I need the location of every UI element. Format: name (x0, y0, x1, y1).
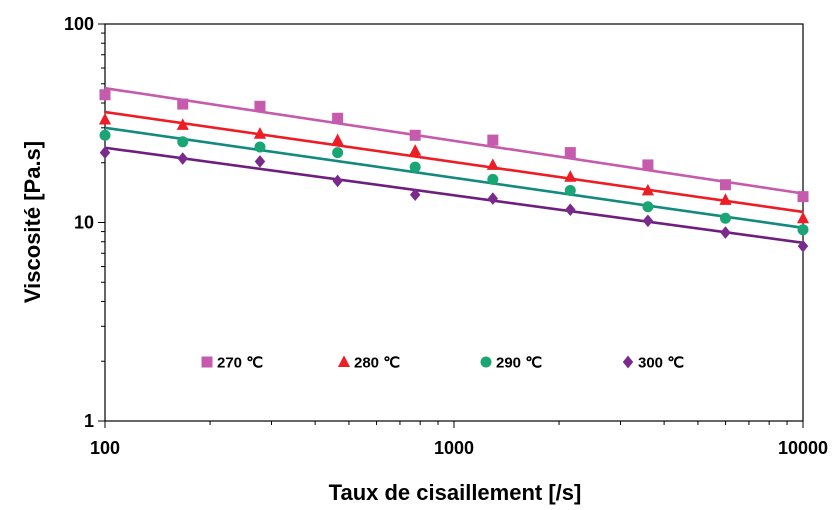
data-markers (98, 89, 810, 253)
data-point (254, 100, 266, 112)
tick-labels: 1 10 100 100 1000 10000 (64, 14, 828, 458)
data-point (253, 127, 267, 139)
data-point (642, 159, 654, 171)
data-point (254, 141, 266, 153)
x-tick-label: 100 (90, 438, 120, 458)
data-point (409, 188, 421, 202)
x-tick-label: 1000 (434, 438, 474, 458)
data-point (797, 191, 809, 203)
data-point (564, 147, 576, 159)
y-tick-label: 10 (74, 213, 94, 233)
data-point (331, 133, 344, 146)
data-point (409, 129, 421, 141)
data-point (176, 118, 189, 130)
data-point (254, 155, 266, 168)
data-point (99, 89, 111, 101)
legend-marker (201, 356, 213, 368)
data-point (797, 239, 809, 253)
legend-label: 280 ℃ (354, 355, 400, 372)
data-point (332, 147, 344, 159)
data-point (642, 201, 654, 213)
legend-marker (480, 356, 492, 368)
legend-label: 300 ℃ (638, 355, 684, 372)
data-point (409, 161, 421, 173)
data-point (486, 158, 499, 170)
data-point (719, 179, 731, 191)
fit-lines (104, 86, 804, 245)
fit-line (104, 110, 804, 214)
legend: 270 ℃ 280 ℃ 290 ℃ 300 ℃ (201, 355, 684, 372)
data-point (720, 226, 731, 239)
data-point (797, 224, 809, 236)
data-point (487, 192, 499, 205)
data-point (641, 183, 654, 196)
data-point (565, 203, 576, 217)
data-point (487, 173, 499, 185)
data-point (177, 152, 188, 165)
data-point (719, 212, 731, 224)
data-point (409, 144, 422, 156)
fit-line (104, 146, 804, 245)
x-tick-label: 10000 (778, 438, 828, 458)
x-axis-title: Taux de cisaillement [/s] (329, 480, 582, 505)
legend-marker (622, 355, 634, 369)
data-point (98, 112, 112, 125)
data-point (99, 146, 111, 159)
fit-line (104, 86, 804, 195)
data-point (177, 98, 189, 110)
legend-label: 270 ℃ (217, 355, 263, 372)
data-point (719, 193, 732, 205)
data-point (564, 184, 576, 196)
data-point (332, 174, 343, 188)
data-point (177, 136, 189, 148)
data-point (564, 170, 577, 182)
y-axis-title: Viscosité [Pa.s] (20, 141, 45, 303)
data-point (99, 129, 111, 141)
fit-line (104, 126, 804, 230)
y-tick-label: 1 (84, 411, 94, 431)
data-point (796, 211, 810, 224)
data-point (487, 134, 499, 146)
data-point (642, 214, 654, 228)
data-point (332, 112, 344, 124)
legend-marker (337, 355, 351, 367)
axis-ticks (98, 23, 804, 428)
y-tick-label: 100 (64, 14, 94, 34)
legend-label: 290 ℃ (496, 355, 542, 372)
